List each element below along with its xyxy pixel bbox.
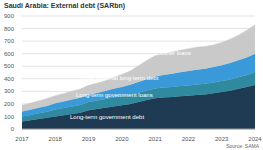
svg-text:2019: 2019: [82, 136, 96, 141]
html-text:Saudi Arabia: External debt (S: Saudi Arabia: External debt (SARbn): [4, 2, 126, 9]
svg-text:300: 300: [8, 88, 15, 94]
html-text:Source: SAMA: Source: SAMA: [226, 143, 259, 149]
svg-text:100: 100: [8, 114, 15, 120]
svg-text:2021: 2021: [148, 136, 162, 141]
html-text:Long-term government loans: Long-term government loans: [76, 92, 153, 98]
svg-text:700: 700: [8, 38, 15, 44]
html-text:Long-term government debt: Long-term government debt: [70, 114, 144, 120]
svg-text:600: 600: [8, 51, 15, 57]
html-text:Other external long-term debt: Other external long-term debt: [80, 75, 159, 81]
html-text:Other loans: Other loans: [160, 50, 191, 56]
svg-text:2017: 2017: [15, 136, 29, 141]
svg-text:500: 500: [8, 63, 15, 69]
svg-text:2018: 2018: [49, 136, 63, 141]
svg-text:2023: 2023: [215, 136, 229, 141]
svg-text:2024: 2024: [248, 136, 255, 141]
svg-text:200: 200: [8, 101, 15, 107]
svg-text:2020: 2020: [115, 136, 129, 141]
svg-text:400: 400: [8, 76, 15, 82]
svg-text:800: 800: [8, 26, 15, 32]
svg-text:2022: 2022: [182, 136, 196, 141]
svg-text:0: 0: [11, 126, 15, 132]
svg-text:900: 900: [8, 13, 15, 19]
